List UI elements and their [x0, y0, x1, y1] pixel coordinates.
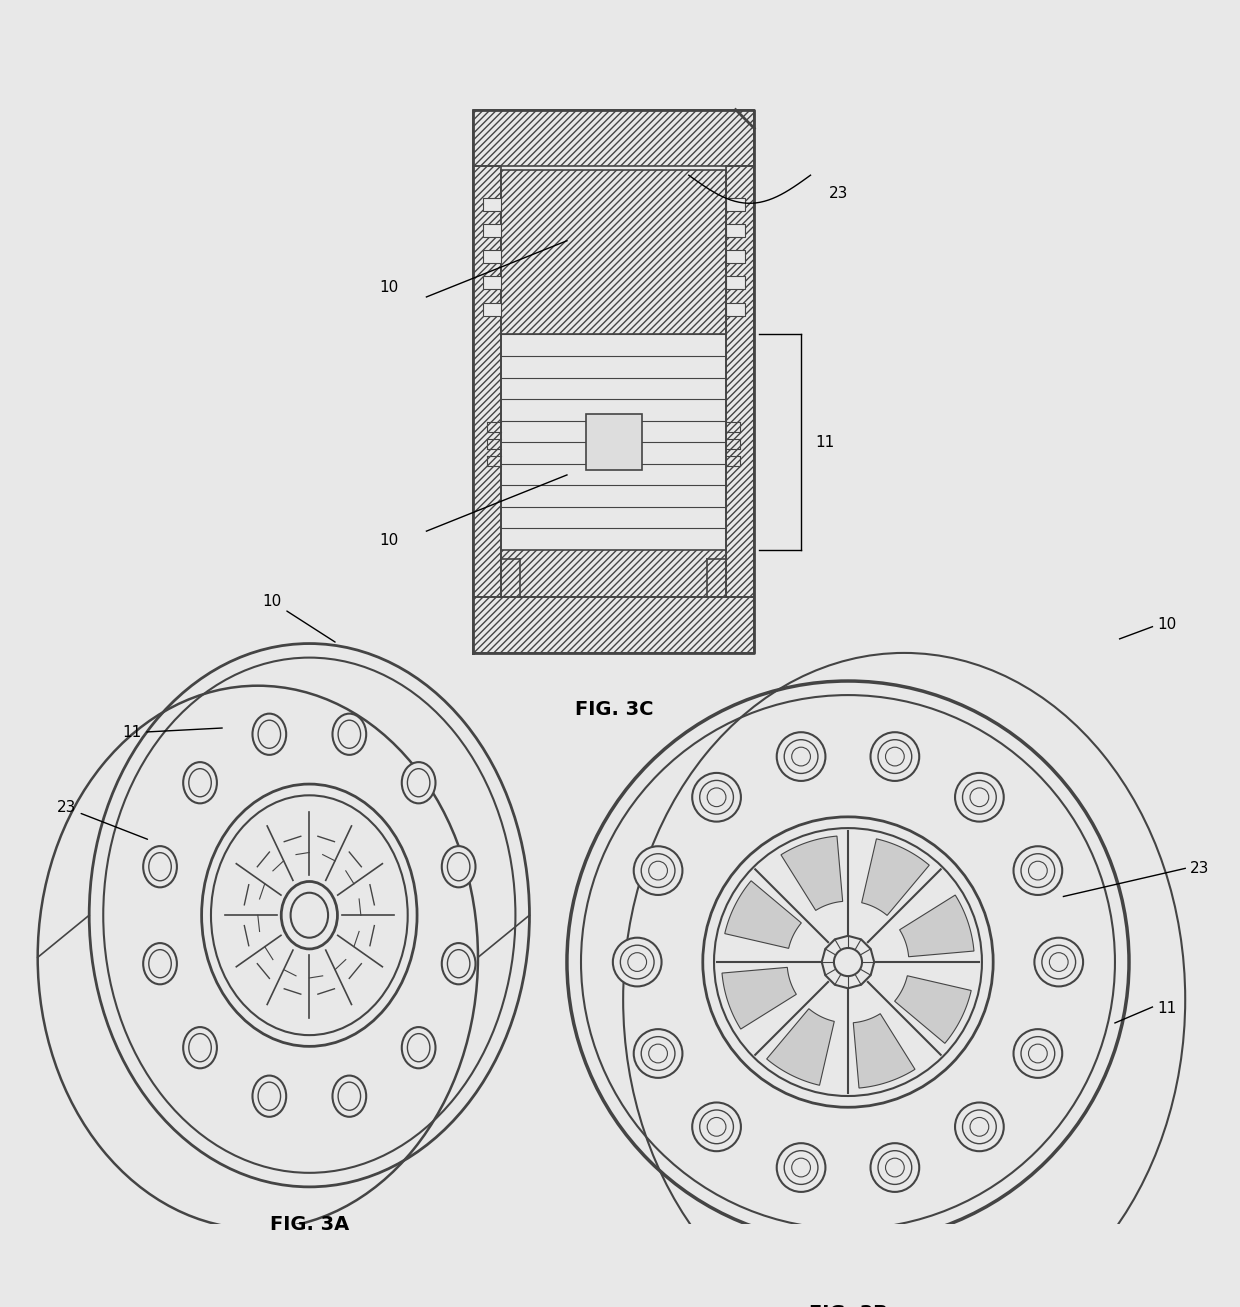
Bar	[482, 303, 501, 316]
Circle shape	[1034, 937, 1083, 987]
Ellipse shape	[281, 881, 337, 949]
Text: 10: 10	[263, 595, 335, 642]
Polygon shape	[862, 839, 929, 915]
Circle shape	[955, 772, 1003, 822]
Text: 11: 11	[1157, 1001, 1177, 1017]
Ellipse shape	[143, 846, 177, 887]
Text: FIG. 3C: FIG. 3C	[574, 699, 653, 719]
Bar	[482, 276, 501, 289]
Bar	[727, 197, 745, 210]
Polygon shape	[722, 967, 796, 1029]
Bar	[482, 250, 501, 263]
Circle shape	[870, 1144, 919, 1192]
Bar	[727, 276, 745, 289]
Circle shape	[776, 732, 826, 780]
Bar	[727, 223, 745, 237]
Polygon shape	[853, 1014, 915, 1087]
Circle shape	[634, 1029, 682, 1078]
Polygon shape	[724, 881, 801, 949]
Text: 11: 11	[815, 435, 835, 450]
Ellipse shape	[184, 1027, 217, 1068]
Ellipse shape	[332, 714, 366, 755]
Bar	[501, 170, 727, 335]
Bar	[727, 303, 745, 316]
Text: 23: 23	[830, 187, 848, 201]
Polygon shape	[899, 895, 973, 957]
Bar	[474, 166, 501, 597]
Circle shape	[613, 937, 662, 987]
Polygon shape	[766, 1009, 835, 1085]
Ellipse shape	[253, 714, 286, 755]
Bar	[482, 223, 501, 237]
Text: 10: 10	[379, 533, 398, 548]
Circle shape	[634, 846, 682, 895]
Ellipse shape	[441, 944, 475, 984]
Bar	[474, 597, 754, 654]
Text: 23: 23	[56, 800, 148, 839]
Circle shape	[692, 1103, 742, 1151]
Bar	[727, 250, 745, 263]
Ellipse shape	[253, 1076, 286, 1116]
Ellipse shape	[184, 762, 217, 804]
Bar	[474, 110, 754, 166]
Text: 11: 11	[122, 725, 222, 740]
Ellipse shape	[441, 846, 475, 887]
Bar	[585, 414, 642, 471]
Circle shape	[776, 1144, 826, 1192]
Text: 10: 10	[379, 280, 398, 295]
Text: 23: 23	[1190, 861, 1209, 876]
Polygon shape	[781, 836, 843, 911]
Bar	[501, 550, 727, 597]
Bar	[482, 197, 501, 210]
Text: 10: 10	[1157, 617, 1177, 633]
Text: FIG. 3A: FIG. 3A	[270, 1214, 348, 1234]
Circle shape	[692, 772, 742, 822]
Ellipse shape	[402, 762, 435, 804]
Bar	[727, 166, 754, 597]
Ellipse shape	[402, 1027, 435, 1068]
Circle shape	[1013, 1029, 1063, 1078]
Ellipse shape	[143, 944, 177, 984]
Circle shape	[835, 948, 862, 976]
Circle shape	[1013, 846, 1063, 895]
Circle shape	[955, 1103, 1003, 1151]
Polygon shape	[894, 976, 971, 1043]
Circle shape	[870, 732, 919, 780]
Text: FIG. 3B: FIG. 3B	[808, 1304, 888, 1307]
Ellipse shape	[332, 1076, 366, 1116]
